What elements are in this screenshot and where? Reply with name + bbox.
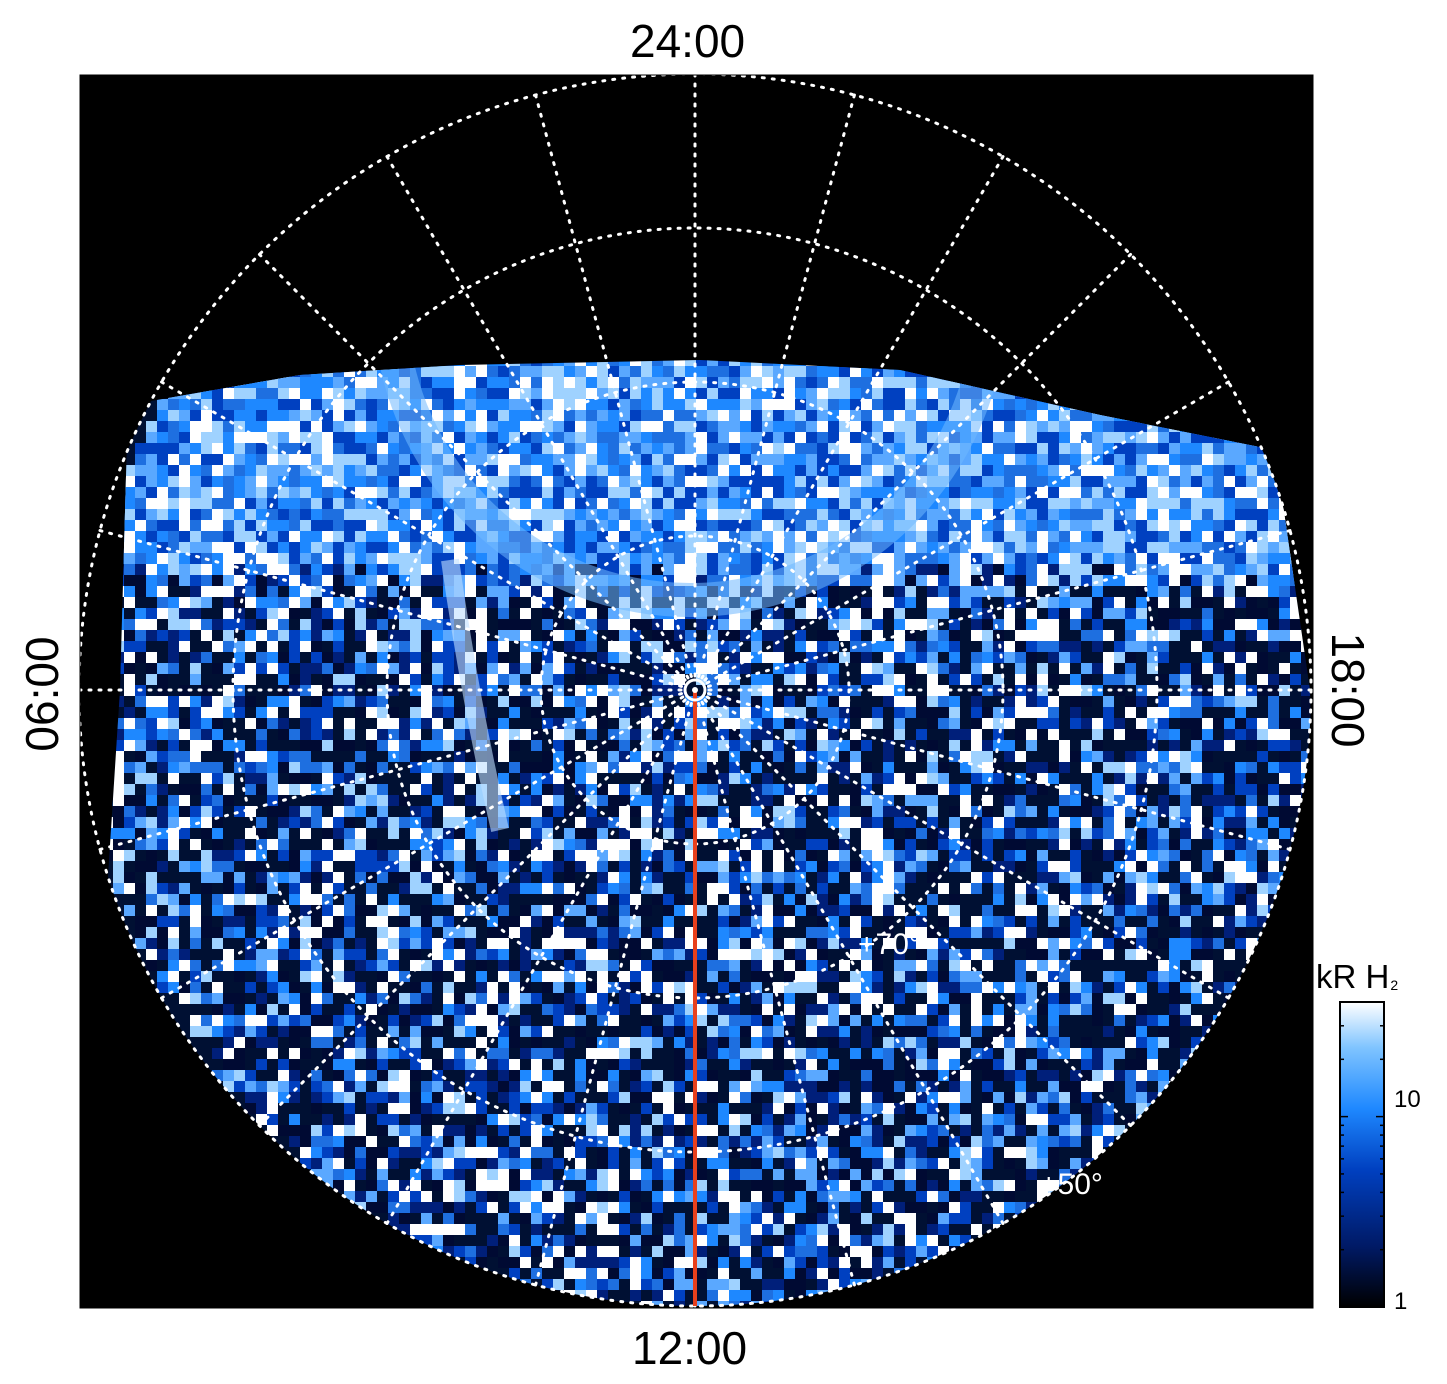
- meridian-line: [385, 700, 690, 1225]
- meridian-line: [98, 692, 683, 851]
- latitude-circle: [385, 380, 1005, 1000]
- pole-marker-dot: [692, 687, 698, 693]
- colorbar-tick-10: 10: [1394, 1086, 1421, 1113]
- meridian-line: [703, 252, 1133, 682]
- meridian-line: [98, 529, 683, 688]
- meridian-line: [385, 155, 690, 680]
- meridian-line: [705, 380, 1230, 685]
- meridian-line: [707, 692, 1292, 851]
- colorbar: [1339, 1001, 1385, 1308]
- plot-frame: [79, 74, 1314, 1309]
- latitude-label-70: +70°: [858, 928, 921, 961]
- meridian-line: [257, 698, 687, 1128]
- meridian-line: [705, 695, 1230, 1000]
- auroral-oval: [373, 360, 1007, 617]
- colorbar-title: kR H2: [1316, 958, 1398, 996]
- local-time-label-bottom: 12:00: [632, 1322, 748, 1374]
- local-time-label-top: 24:00: [630, 15, 746, 67]
- meridian-line: [703, 698, 1133, 1128]
- meridian-line: [534, 702, 693, 1287]
- meridian-line: [697, 702, 856, 1287]
- meridian-line: [257, 252, 687, 682]
- latitude-circle: [231, 226, 1159, 1154]
- meridian-line: [700, 700, 1005, 1225]
- meridian-line: [700, 155, 1005, 680]
- latitude-label-50: +50°: [1040, 1168, 1103, 1201]
- colorbar-title-subscript: 2: [1390, 977, 1399, 993]
- meridian-line: [160, 695, 685, 1000]
- colorbar-tick-1: 1: [1394, 1288, 1408, 1315]
- dawn-arc: [441, 558, 509, 833]
- meridian-line: [697, 93, 856, 678]
- local-time-label-right: 18:00: [1322, 632, 1374, 748]
- colorbar-title-main: kR H: [1316, 958, 1390, 995]
- colorbar-gradient: [1339, 1001, 1385, 1308]
- local-time-label-left: 06:00: [16, 636, 68, 752]
- meridian-line: [707, 529, 1292, 688]
- pole-marker: [683, 678, 707, 702]
- meridian-line: [534, 93, 693, 678]
- meridian-line: [160, 380, 685, 685]
